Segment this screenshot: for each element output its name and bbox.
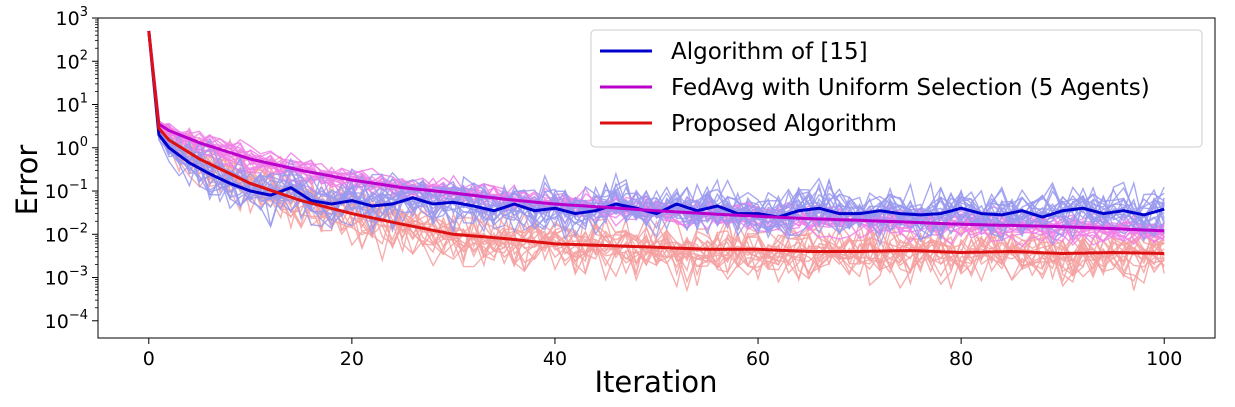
- legend: Algorithm of [15] FedAvg with Uniform Se…: [590, 29, 1203, 148]
- mean-line-2: [147, 30, 1165, 255]
- mean-line-1: [147, 30, 1165, 233]
- x-tick-label-4: 80: [949, 348, 973, 370]
- trial-line-2-14: [148, 30, 1165, 281]
- x-tick-label-2: 40: [543, 348, 567, 370]
- x-axis-label: Iteration: [594, 365, 717, 399]
- legend-box: [590, 29, 1203, 148]
- x-tick-label-5: 100: [1146, 348, 1182, 370]
- trial-line-0-11: [148, 30, 1165, 238]
- y-tick-label-7: 10−4: [45, 308, 88, 333]
- trial-line-2-13: [148, 30, 1165, 282]
- trial-line-0-15: [148, 30, 1165, 248]
- mean-line-0: [147, 30, 1165, 219]
- legend-label-algorithm-15: Algorithm of [15]: [671, 39, 868, 65]
- y-tick-label-6: 10−3: [45, 265, 88, 290]
- legend-label-proposed: Proposed Algorithm: [671, 111, 897, 137]
- x-tick-label-1: 20: [340, 348, 364, 370]
- x-tick-label-3: 60: [746, 348, 770, 370]
- y-axis-label: Error: [10, 145, 44, 216]
- x-tick-label-0: 0: [143, 348, 155, 370]
- y-tick-label-4: 10−1: [45, 178, 88, 203]
- legend-label-fedavg: FedAvg with Uniform Selection (5 Agents): [671, 75, 1150, 101]
- y-tick-label-5: 10−2: [45, 221, 88, 246]
